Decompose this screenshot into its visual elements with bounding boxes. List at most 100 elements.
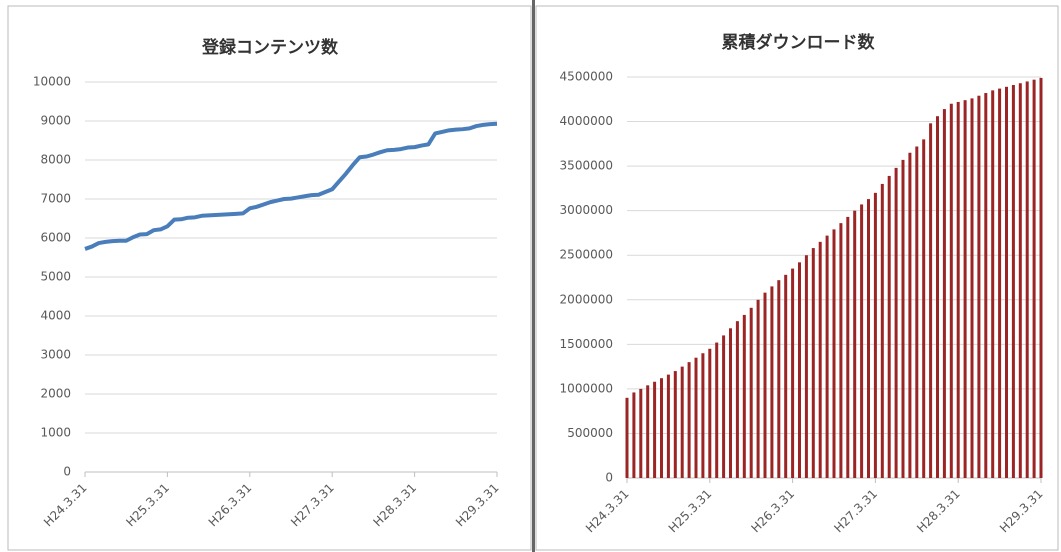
- y-tick-label: 9000: [40, 114, 71, 128]
- y-tick-label: 1000000: [560, 381, 613, 395]
- x-tick-label: H25.3.31: [666, 487, 715, 536]
- bar: [832, 229, 836, 478]
- y-tick-label: 3000: [40, 348, 71, 362]
- chart-title: 登録コンテンツ数: [201, 37, 339, 58]
- bar: [625, 397, 629, 478]
- bar: [1005, 86, 1008, 479]
- bar: [680, 366, 684, 478]
- bar: [763, 292, 767, 478]
- bar: [673, 371, 677, 478]
- x-tick-label: H28.3.31: [914, 487, 963, 536]
- bar: [880, 183, 884, 478]
- bar: [708, 348, 712, 478]
- bar: [887, 175, 891, 478]
- bar: [908, 152, 912, 478]
- y-tick-label: 4500000: [560, 70, 613, 84]
- bar: [942, 109, 946, 478]
- bar: [825, 235, 829, 478]
- y-tick-label: 6000: [40, 231, 71, 245]
- bar: [660, 378, 663, 478]
- x-tick-label: H29.3.31: [453, 481, 502, 530]
- bar: [1025, 81, 1029, 478]
- y-tick-label: 8000: [40, 153, 71, 167]
- bar: [666, 374, 670, 478]
- bar: [687, 362, 691, 478]
- bar: [735, 321, 739, 478]
- x-tick-label: H26.3.31: [206, 481, 255, 530]
- bar: [798, 262, 801, 478]
- bar: [936, 116, 939, 478]
- bar: [770, 286, 774, 478]
- y-tick-label: 500000: [567, 426, 613, 440]
- bar: [639, 388, 643, 478]
- bar: [804, 255, 808, 478]
- bar: [977, 95, 981, 479]
- x-tick-label: H28.3.31: [371, 481, 420, 530]
- bar: [694, 357, 698, 478]
- y-tick-label: 7000: [40, 192, 71, 206]
- x-tick-label: H24.3.31: [41, 481, 90, 530]
- x-tick-label: H27.3.31: [831, 487, 880, 536]
- y-tick-label: 1000: [40, 426, 71, 440]
- y-tick-label: 2000000: [560, 292, 613, 306]
- y-tick-label: 4000000: [560, 114, 613, 128]
- bar: [991, 90, 995, 478]
- y-tick-label: 3500000: [560, 159, 613, 173]
- bar: [853, 210, 857, 478]
- bar: [646, 385, 650, 478]
- bar: [873, 192, 877, 478]
- bar: [984, 93, 988, 478]
- bar: [784, 274, 788, 478]
- x-tick-label: H29.3.31: [997, 487, 1046, 536]
- bar: [998, 88, 1002, 478]
- y-tick-label: 2000: [40, 387, 71, 401]
- bar: [860, 204, 864, 478]
- bar: [749, 307, 753, 478]
- bar: [1018, 83, 1022, 478]
- bar: [970, 98, 974, 479]
- bar: [929, 123, 933, 479]
- bar: [956, 101, 960, 478]
- bar: [777, 280, 781, 478]
- x-tick-label: H26.3.31: [749, 487, 798, 536]
- bar: [949, 103, 953, 478]
- y-tick-label: 3000000: [560, 203, 613, 217]
- bar: [1039, 77, 1043, 478]
- bar: [846, 216, 850, 478]
- y-tick-label: 0: [605, 471, 613, 485]
- chart-title: 累積ダウンロード数: [722, 32, 876, 53]
- bar: [722, 335, 726, 478]
- bar: [839, 223, 843, 478]
- bar: [1011, 85, 1015, 479]
- bar: [901, 159, 905, 478]
- bar: [729, 328, 732, 478]
- bar: [653, 381, 657, 478]
- bar: [922, 139, 926, 478]
- y-tick-label: 0: [63, 465, 71, 479]
- bar: [894, 167, 898, 479]
- bar: [867, 199, 870, 479]
- bar: [915, 146, 919, 479]
- left-panel: [7, 5, 532, 551]
- x-tick-label: H27.3.31: [288, 481, 337, 530]
- right-panel: [535, 5, 1059, 551]
- y-tick-label: 4000: [40, 309, 71, 323]
- y-tick-label: 2500000: [560, 248, 613, 262]
- bar: [742, 314, 746, 478]
- bar: [791, 268, 795, 478]
- data-line: [84, 121, 498, 251]
- bar: [811, 248, 815, 478]
- bar: [756, 299, 760, 478]
- x-tick-label: H24.3.31: [583, 487, 632, 536]
- y-tick-label: 10000: [33, 75, 71, 89]
- x-tick-label: H25.3.31: [123, 481, 172, 530]
- bar: [632, 392, 636, 478]
- bar: [1032, 79, 1036, 478]
- bar: [963, 100, 967, 479]
- y-tick-label: 1500000: [560, 337, 613, 351]
- bar: [701, 353, 705, 478]
- bar: [715, 342, 719, 478]
- bar: [818, 241, 822, 478]
- y-tick-label: 5000: [40, 270, 71, 284]
